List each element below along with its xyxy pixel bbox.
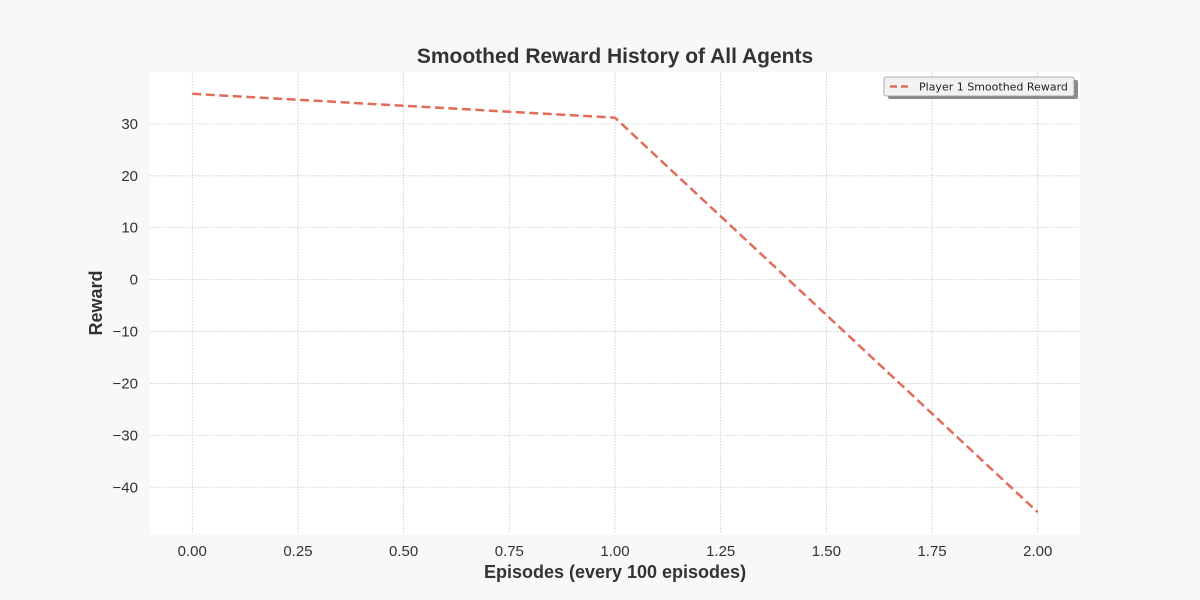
y-tick-label: −10 <box>113 324 138 341</box>
x-tick-label: 1.75 <box>917 543 946 560</box>
x-tick-label: 0.00 <box>178 543 207 560</box>
y-axis-ticks: 30 20 10 0 −10 −20 −30 −40 <box>113 116 138 496</box>
legend-box <box>883 76 1075 97</box>
x-axis-ticks: 0.00 0.25 0.50 0.75 1.00 1.25 1.50 1.75 2.00 <box>178 543 1053 560</box>
x-tick-label: 1.00 <box>600 543 629 560</box>
y-tick-label: 30 <box>121 116 138 133</box>
legend-label-player-1: Player 1 Smoothed Reward <box>919 81 1068 94</box>
series-lines <box>192 92 1039 514</box>
x-tick-label: 1.50 <box>812 543 841 560</box>
legend: Player 1 Smoothed Reward <box>883 76 1078 99</box>
x-tick-label: 0.75 <box>495 543 524 560</box>
x-axis-label: Episodes (every 100 episodes) <box>484 562 746 582</box>
y-tick-label: 20 <box>121 168 138 185</box>
chart-title: Smoothed Reward History of All Agents <box>417 45 813 68</box>
y-tick-label: −20 <box>113 375 138 392</box>
y-axis-label: Reward <box>86 270 106 335</box>
y-tick-label: −30 <box>113 427 138 444</box>
x-tick-label: 0.25 <box>283 543 312 560</box>
x-tick-label: 2.00 <box>1023 543 1052 560</box>
y-tick-label: 0 <box>130 272 138 289</box>
series-line-player-1 <box>192 92 1039 514</box>
x-tick-label: 1.25 <box>706 543 735 560</box>
grid-lines <box>150 72 1080 534</box>
x-tick-label: 0.50 <box>389 543 418 560</box>
y-tick-label: −40 <box>113 479 138 496</box>
y-tick-label: 10 <box>121 220 138 237</box>
